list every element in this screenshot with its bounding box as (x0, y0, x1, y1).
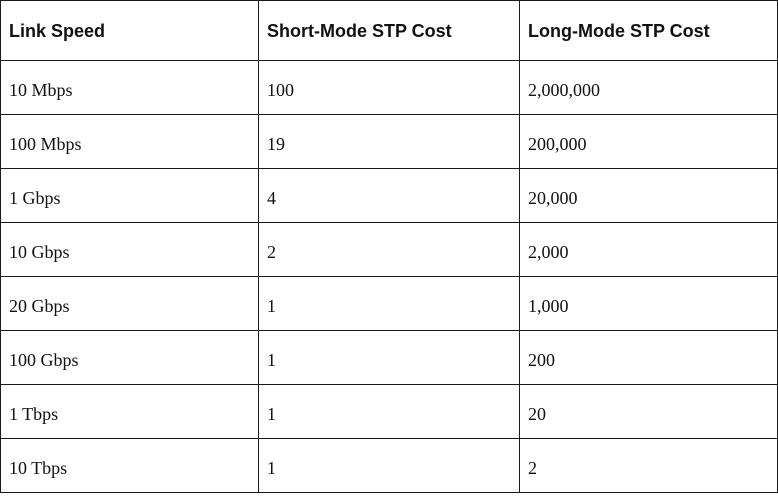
cell-long-mode-cost: 200,000 (519, 114, 778, 169)
table-row: 10 Mbps 100 2,000,000 (0, 60, 778, 115)
cell-short-mode-cost: 4 (258, 168, 520, 223)
cell-long-mode-cost: 2,000 (519, 222, 778, 277)
header-long-mode-cost: Long-Mode STP Cost (519, 0, 778, 61)
cell-long-mode-cost: 20 (519, 384, 778, 439)
cell-short-mode-cost: 2 (258, 222, 520, 277)
table-body: 10 Mbps 100 2,000,000 100 Mbps 19 200,00… (0, 60, 778, 493)
cell-link-speed: 100 Gbps (0, 330, 259, 385)
cell-long-mode-cost: 20,000 (519, 168, 778, 223)
cell-short-mode-cost: 1 (258, 384, 520, 439)
table-row: 100 Gbps 1 200 (0, 330, 778, 385)
header-row: Link Speed Short-Mode STP Cost Long-Mode… (0, 0, 778, 61)
cell-long-mode-cost: 2 (519, 438, 778, 493)
cell-short-mode-cost: 1 (258, 276, 520, 331)
table-row: 1 Gbps 4 20,000 (0, 168, 778, 223)
cell-link-speed: 10 Gbps (0, 222, 259, 277)
cell-short-mode-cost: 100 (258, 60, 520, 115)
cell-link-speed: 100 Mbps (0, 114, 259, 169)
cell-short-mode-cost: 1 (258, 330, 520, 385)
table-row: 100 Mbps 19 200,000 (0, 114, 778, 169)
header-short-mode-cost: Short-Mode STP Cost (258, 0, 520, 61)
cell-short-mode-cost: 1 (258, 438, 520, 493)
cell-link-speed: 10 Tbps (0, 438, 259, 493)
table-row: 10 Tbps 1 2 (0, 438, 778, 493)
cell-link-speed: 1 Gbps (0, 168, 259, 223)
cell-link-speed: 10 Mbps (0, 60, 259, 115)
cell-short-mode-cost: 19 (258, 114, 520, 169)
table-header: Link Speed Short-Mode STP Cost Long-Mode… (0, 0, 778, 61)
table-row: 10 Gbps 2 2,000 (0, 222, 778, 277)
table-row: 20 Gbps 1 1,000 (0, 276, 778, 331)
cell-long-mode-cost: 1,000 (519, 276, 778, 331)
table-row: 1 Tbps 1 20 (0, 384, 778, 439)
cell-long-mode-cost: 2,000,000 (519, 60, 778, 115)
cell-link-speed: 1 Tbps (0, 384, 259, 439)
cell-long-mode-cost: 200 (519, 330, 778, 385)
cell-link-speed: 20 Gbps (0, 276, 259, 331)
header-link-speed: Link Speed (0, 0, 259, 61)
